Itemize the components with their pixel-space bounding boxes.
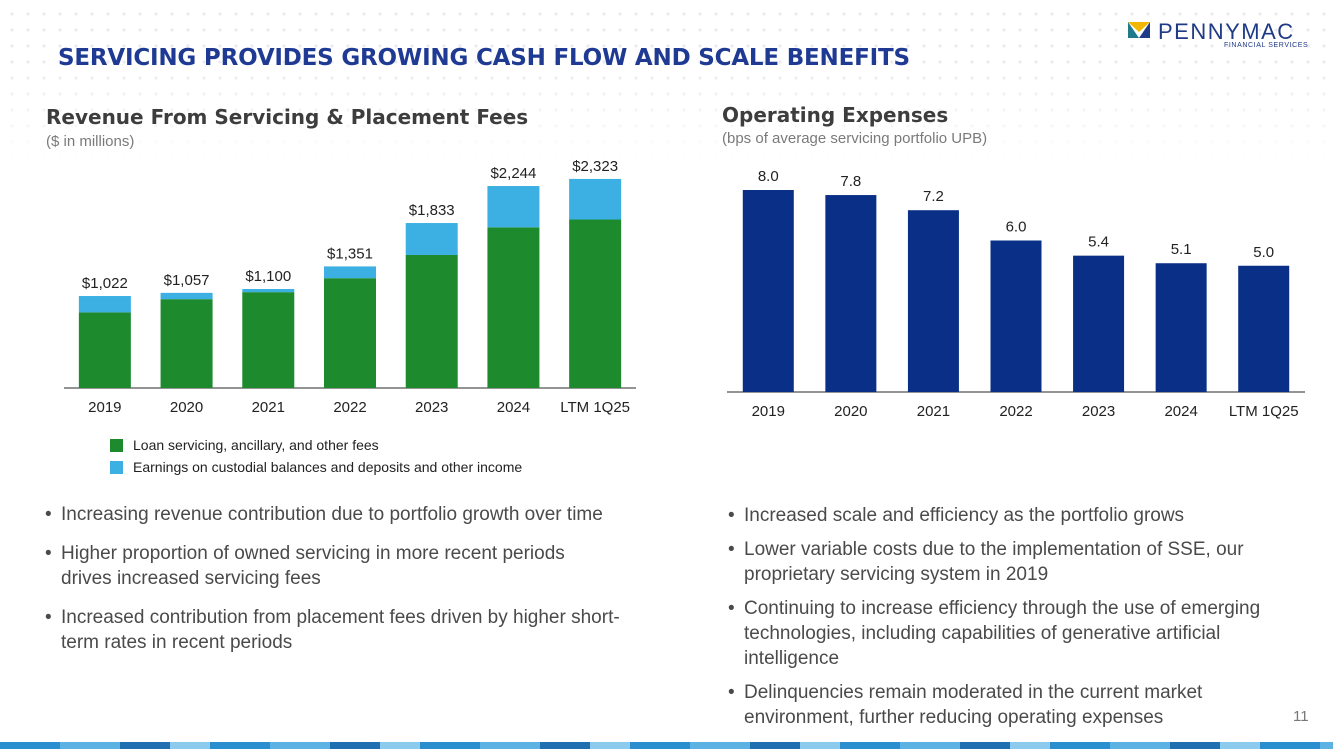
x-tick-label: 2022 xyxy=(999,403,1032,420)
x-tick-label: 2021 xyxy=(917,403,950,420)
pennymac-logo: PENNYMAC FINANCIAL SERVICES xyxy=(1128,19,1318,52)
bar xyxy=(825,195,877,392)
bar xyxy=(742,190,794,392)
logo-wordmark: PENNYMAC xyxy=(1158,19,1295,44)
legend-swatch-light-blue xyxy=(110,461,123,474)
bar-segment-loan-servicing xyxy=(569,219,622,388)
bar-segment-custodial-earnings xyxy=(78,296,131,313)
bullet-item: Increased contribution from placement fe… xyxy=(45,605,620,655)
revenue-bullets: Increasing revenue contribution due to p… xyxy=(45,502,620,655)
bar-value-label: 5.1 xyxy=(1171,241,1192,258)
footer-stripe xyxy=(0,742,1333,749)
revenue-chart-title: Revenue From Servicing & Placement Fees xyxy=(46,105,529,129)
x-tick-label: 2020 xyxy=(834,403,867,420)
opex-chart-subtitle: (bps of average servicing portfolio UPB) xyxy=(722,130,988,147)
pennymac-logo-icon xyxy=(1128,22,1150,38)
x-tick-label: 2023 xyxy=(1082,403,1115,420)
x-tick-label: 2021 xyxy=(252,399,285,416)
bar-value-label: 7.2 xyxy=(923,188,944,205)
bar-segment-loan-servicing xyxy=(78,312,131,388)
bar xyxy=(990,240,1042,392)
bar-segment-custodial-earnings xyxy=(160,292,213,300)
bar xyxy=(1238,265,1290,392)
x-tick-label: 2019 xyxy=(88,399,121,416)
x-tick-label: LTM 1Q25 xyxy=(560,399,630,416)
bar-value-label: 8.0 xyxy=(758,168,779,185)
bullet-item: Continuing to increase efficiency throug… xyxy=(728,596,1288,671)
x-tick-label: 2020 xyxy=(170,399,203,416)
bar xyxy=(907,210,959,392)
slide-title: SERVICING PROVIDES GROWING CASH FLOW AND… xyxy=(58,45,910,71)
bar xyxy=(1155,263,1207,392)
bar-segment-custodial-earnings xyxy=(487,186,540,228)
bullet-item: Delinquencies remain moderated in the cu… xyxy=(728,680,1288,730)
bar-segment-loan-servicing xyxy=(160,299,213,388)
bar-total-label: $1,100 xyxy=(245,268,291,285)
bar-segment-loan-servicing xyxy=(487,227,540,388)
revenue-stacked-bar-chart: $1,022 2019 $1,057 2020 $1,100 2021 $1,351 2022… xyxy=(64,158,636,416)
bar-total-label: $1,057 xyxy=(164,272,210,289)
x-tick-label: 2022 xyxy=(333,399,366,416)
bullet-item: Increasing revenue contribution due to p… xyxy=(45,502,620,527)
x-tick-label: 2024 xyxy=(1164,403,1197,420)
bar-segment-custodial-earnings xyxy=(569,178,622,220)
bar-segment-custodial-earnings xyxy=(405,223,458,255)
bar-total-label: $1,833 xyxy=(409,202,455,219)
bar-segment-loan-servicing xyxy=(242,292,295,388)
legend-label: Earnings on custodial balances and depos… xyxy=(133,459,523,475)
bar-total-label: $1,022 xyxy=(82,275,128,292)
x-tick-label: 2023 xyxy=(415,399,448,416)
bullet-item: Increased scale and efficiency as the po… xyxy=(728,503,1288,528)
bar-segment-loan-servicing xyxy=(324,278,376,388)
bar-value-label: 6.0 xyxy=(1006,219,1027,236)
bar-value-label: 5.0 xyxy=(1253,244,1274,261)
x-tick-label: 2024 xyxy=(497,399,530,416)
legend-label: Loan servicing, ancillary, and other fee… xyxy=(133,437,379,453)
background-fade xyxy=(0,60,1333,170)
bar-segment-custodial-earnings xyxy=(324,266,376,279)
bar-segment-custodial-earnings xyxy=(242,289,295,293)
bar-value-label: 5.4 xyxy=(1088,234,1109,251)
revenue-chart-subtitle: ($ in millions) xyxy=(46,133,135,150)
opex-bar-chart: 8.0 2019 7.8 2020 7.2 2021 6.0 2022 5.4 2023 5.1 20… xyxy=(727,168,1305,420)
x-tick-label: 2019 xyxy=(752,403,785,420)
page-number: 11 xyxy=(1293,708,1309,725)
bar xyxy=(1073,255,1125,392)
bar-total-label: $1,351 xyxy=(327,245,373,262)
logo-tagline: FINANCIAL SERVICES xyxy=(1224,42,1309,49)
x-tick-label: LTM 1Q25 xyxy=(1229,403,1299,420)
bar-value-label: 7.8 xyxy=(840,173,861,190)
legend-swatch-green xyxy=(110,439,123,452)
opex-bullets: Increased scale and efficiency as the po… xyxy=(728,503,1288,730)
bar-total-label: $2,323 xyxy=(572,158,618,175)
opex-chart-title: Operating Expenses xyxy=(722,103,949,127)
bar-segment-loan-servicing xyxy=(405,254,458,388)
bullet-item: Higher proportion of owned servicing in … xyxy=(45,541,620,591)
bar-total-label: $2,244 xyxy=(490,165,536,182)
bullet-item: Lower variable costs due to the implemen… xyxy=(728,537,1288,587)
